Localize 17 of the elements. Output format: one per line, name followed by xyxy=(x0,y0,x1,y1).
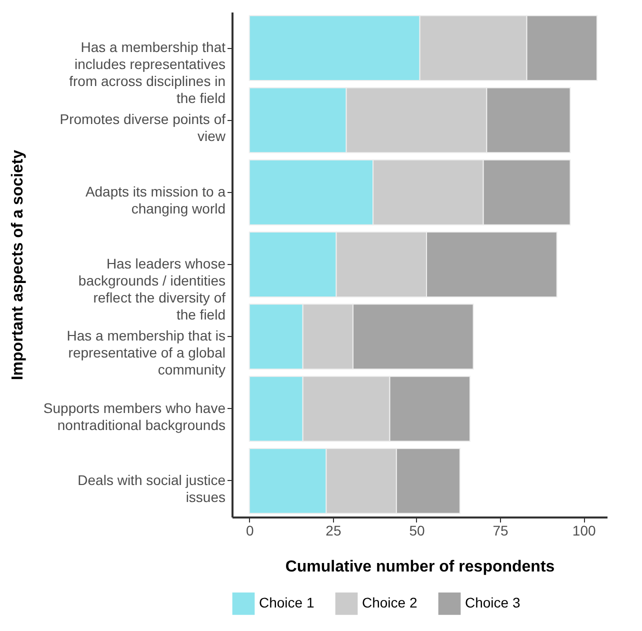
y-tick-label: Deals with social justice issues xyxy=(78,472,226,505)
x-tick-label: 25 xyxy=(326,522,342,538)
y-tick-label: Supports members who have nontraditional backgrounds xyxy=(43,400,226,433)
x-tick-label: 0 xyxy=(246,522,254,538)
x-tick-label: 75 xyxy=(492,522,509,538)
x-tick-label: 100 xyxy=(572,522,596,538)
legend-label: Choice 1 xyxy=(259,594,314,611)
legend-label: Choice 3 xyxy=(465,594,520,611)
y-tick-label: Adapts its mission to a changing world xyxy=(85,183,226,216)
x-tick-label: 50 xyxy=(409,522,425,538)
x-axis-title: Cumulative number of respondents xyxy=(285,558,555,576)
y-tick-label: Has leaders whose backgrounds / identities reflect the diversity of the field xyxy=(78,256,226,322)
y-axis-title: Important aspects of a society xyxy=(9,150,26,380)
y-tick-label: Has a membership that is representative of a global community xyxy=(66,328,226,378)
legend-label: Choice 2 xyxy=(362,594,418,611)
y-tick-label: Promotes diverse points of view xyxy=(60,111,226,144)
y-tick-label: Has a membership that includes representatives from across disciplines in the field xyxy=(69,39,226,106)
